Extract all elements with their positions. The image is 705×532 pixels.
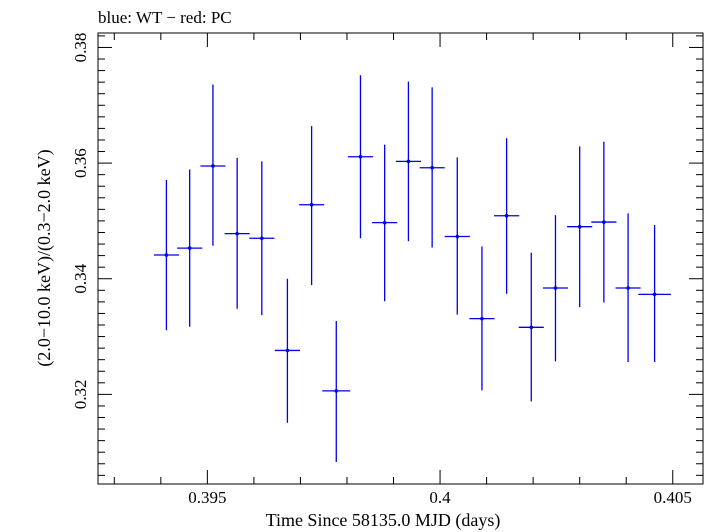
y-axis-label: (2.0−10.0 keV)/(0.3−2.0 keV) — [34, 149, 55, 366]
y-tick-label: 0.32 — [71, 380, 90, 410]
data-point — [430, 165, 434, 170]
major-ticks — [98, 33, 703, 484]
data-point — [626, 286, 630, 290]
data-point — [652, 292, 657, 297]
data-point — [406, 159, 411, 164]
data-point — [309, 202, 314, 207]
data-point — [187, 246, 192, 250]
chart-title: blue: WT − red: PC — [98, 8, 232, 27]
data-point — [358, 154, 363, 159]
data-point — [480, 316, 484, 321]
data-point — [260, 236, 264, 241]
data-point — [553, 286, 558, 290]
data-point — [504, 213, 509, 218]
x-tick-label: 0.4 — [429, 488, 451, 507]
data-point — [382, 220, 387, 225]
x-axis-label: Time Since 58135.0 MJD (days) — [266, 510, 501, 531]
data-point — [529, 325, 534, 330]
x-tick-label: 0.405 — [654, 488, 692, 507]
plot-frame — [97, 32, 704, 485]
data-point — [285, 348, 290, 353]
data-point — [602, 220, 606, 224]
data-point — [334, 389, 339, 393]
minor-ticks — [98, 33, 703, 484]
tick-labels: 0.395 0.4 0.405 0.32 0.34 0.36 0.38 — [71, 33, 692, 507]
data-point — [211, 164, 215, 168]
x-tick-label: 0.395 — [188, 488, 226, 507]
data-point — [235, 231, 239, 236]
data-series-wt — [153, 75, 671, 463]
plot-area — [97, 32, 704, 485]
y-tick-label: 0.34 — [71, 263, 90, 293]
y-tick-label: 0.36 — [71, 148, 90, 178]
y-tick-label: 0.38 — [71, 33, 90, 63]
data-point — [455, 234, 460, 239]
data-point — [164, 253, 169, 257]
data-point — [577, 224, 582, 229]
